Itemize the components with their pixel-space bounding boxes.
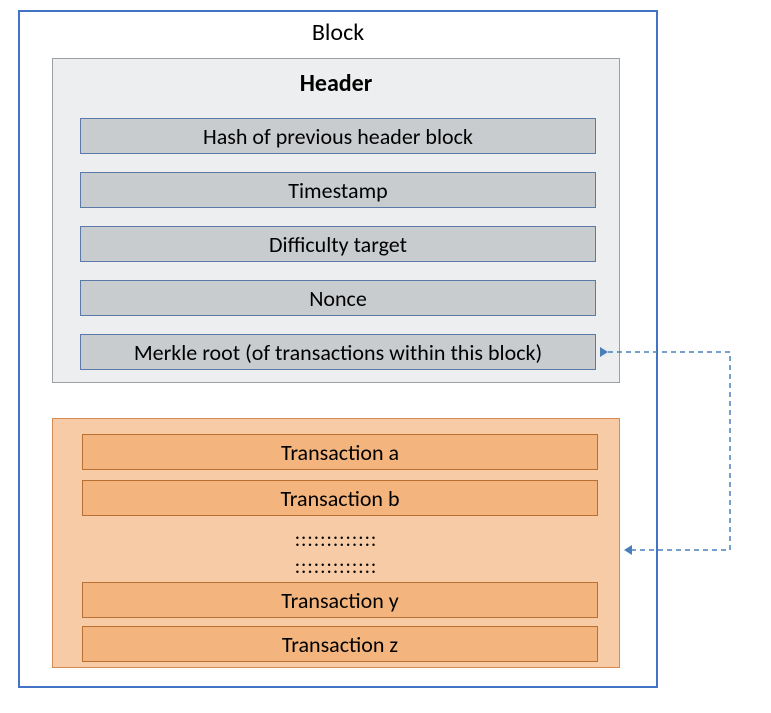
- ellipsis-row: :::::::::::::: [52, 555, 620, 579]
- header-field-prev-hash: Hash of previous header block: [80, 118, 596, 154]
- transaction-row-z: Transaction z: [82, 626, 598, 662]
- transaction-row-b: Transaction b: [82, 480, 598, 516]
- transaction-row-y: Transaction y: [82, 582, 598, 618]
- ellipsis-row: :::::::::::::: [52, 528, 620, 552]
- block-title: Block: [20, 18, 656, 47]
- header-field-merkle-root: Merkle root (of transactions within this…: [80, 334, 596, 370]
- header-field-nonce: Nonce: [80, 280, 596, 316]
- header-field-timestamp: Timestamp: [80, 172, 596, 208]
- transaction-row-a: Transaction a: [82, 434, 598, 470]
- header-title: Header: [53, 69, 619, 98]
- header-field-difficulty: Difficulty target: [80, 226, 596, 262]
